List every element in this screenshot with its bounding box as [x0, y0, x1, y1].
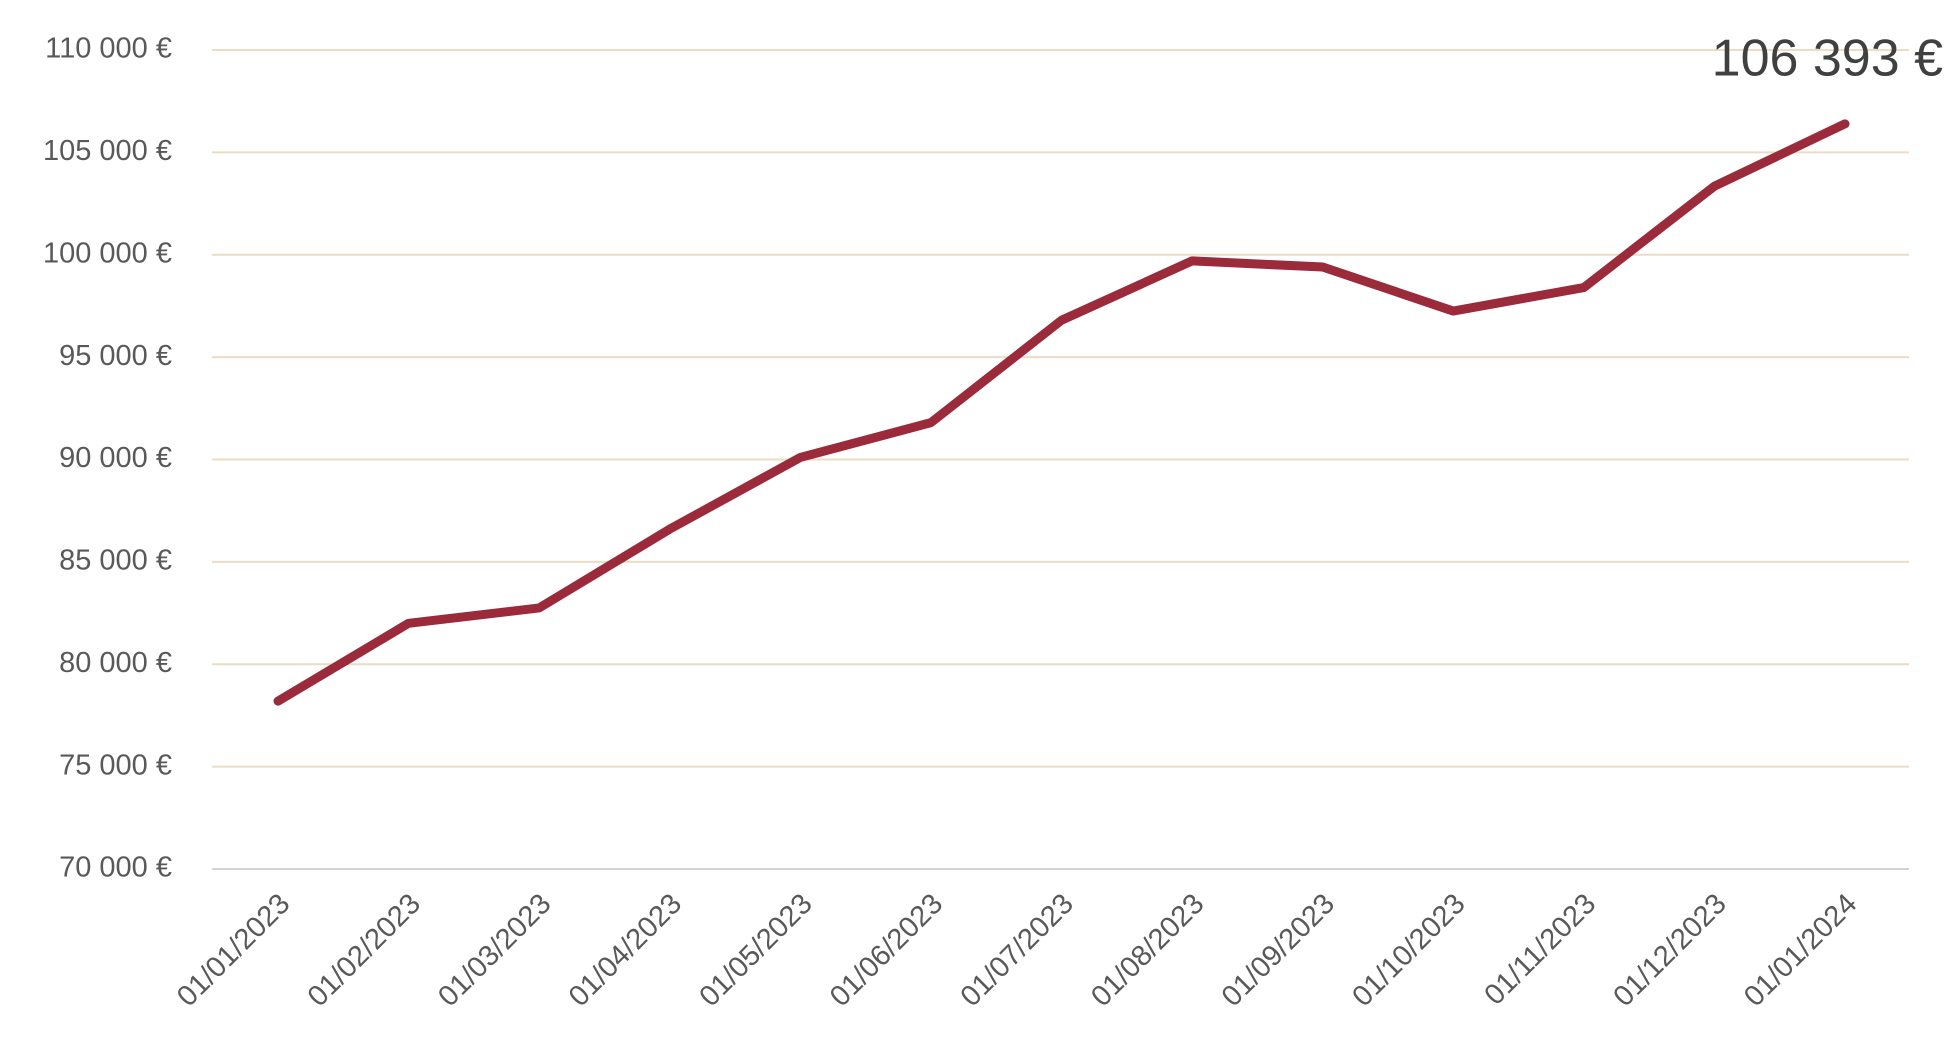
x-tick-label: 01/02/2023 [302, 888, 427, 1013]
x-tick-label: 01/05/2023 [693, 888, 818, 1013]
x-tick-label: 01/11/2023 [1478, 888, 1602, 1012]
x-tick-label: 01/01/2024 [1738, 888, 1863, 1013]
x-tick-label: 01/04/2023 [563, 888, 688, 1013]
x-tick-label: 01/08/2023 [1085, 888, 1210, 1013]
y-tick-label: 100 000 € [43, 237, 172, 269]
x-tick-label: 01/10/2023 [1346, 888, 1471, 1013]
x-tick-label: 01/01/2023 [171, 888, 296, 1013]
y-tick-label: 110 000 € [45, 33, 172, 65]
y-tick-label: 70 000 € [59, 852, 172, 884]
y-tick-label: 80 000 € [59, 647, 172, 679]
x-tick-label: 01/09/2023 [1216, 888, 1341, 1013]
x-tick-label: 01/07/2023 [955, 888, 1080, 1013]
y-tick-label: 90 000 € [59, 442, 172, 474]
y-tick-label: 75 000 € [59, 749, 172, 781]
y-tick-label: 95 000 € [59, 340, 172, 372]
y-tick-label: 85 000 € [59, 545, 172, 577]
x-tick-label: 01/06/2023 [824, 888, 949, 1013]
data-line [273, 119, 1850, 706]
y-tick-label: 105 000 € [43, 135, 172, 167]
data-label: 106 393 € [1712, 30, 1943, 88]
x-tick-label: 01/03/2023 [432, 888, 557, 1013]
x-tick-label: 01/12/2023 [1608, 888, 1733, 1013]
